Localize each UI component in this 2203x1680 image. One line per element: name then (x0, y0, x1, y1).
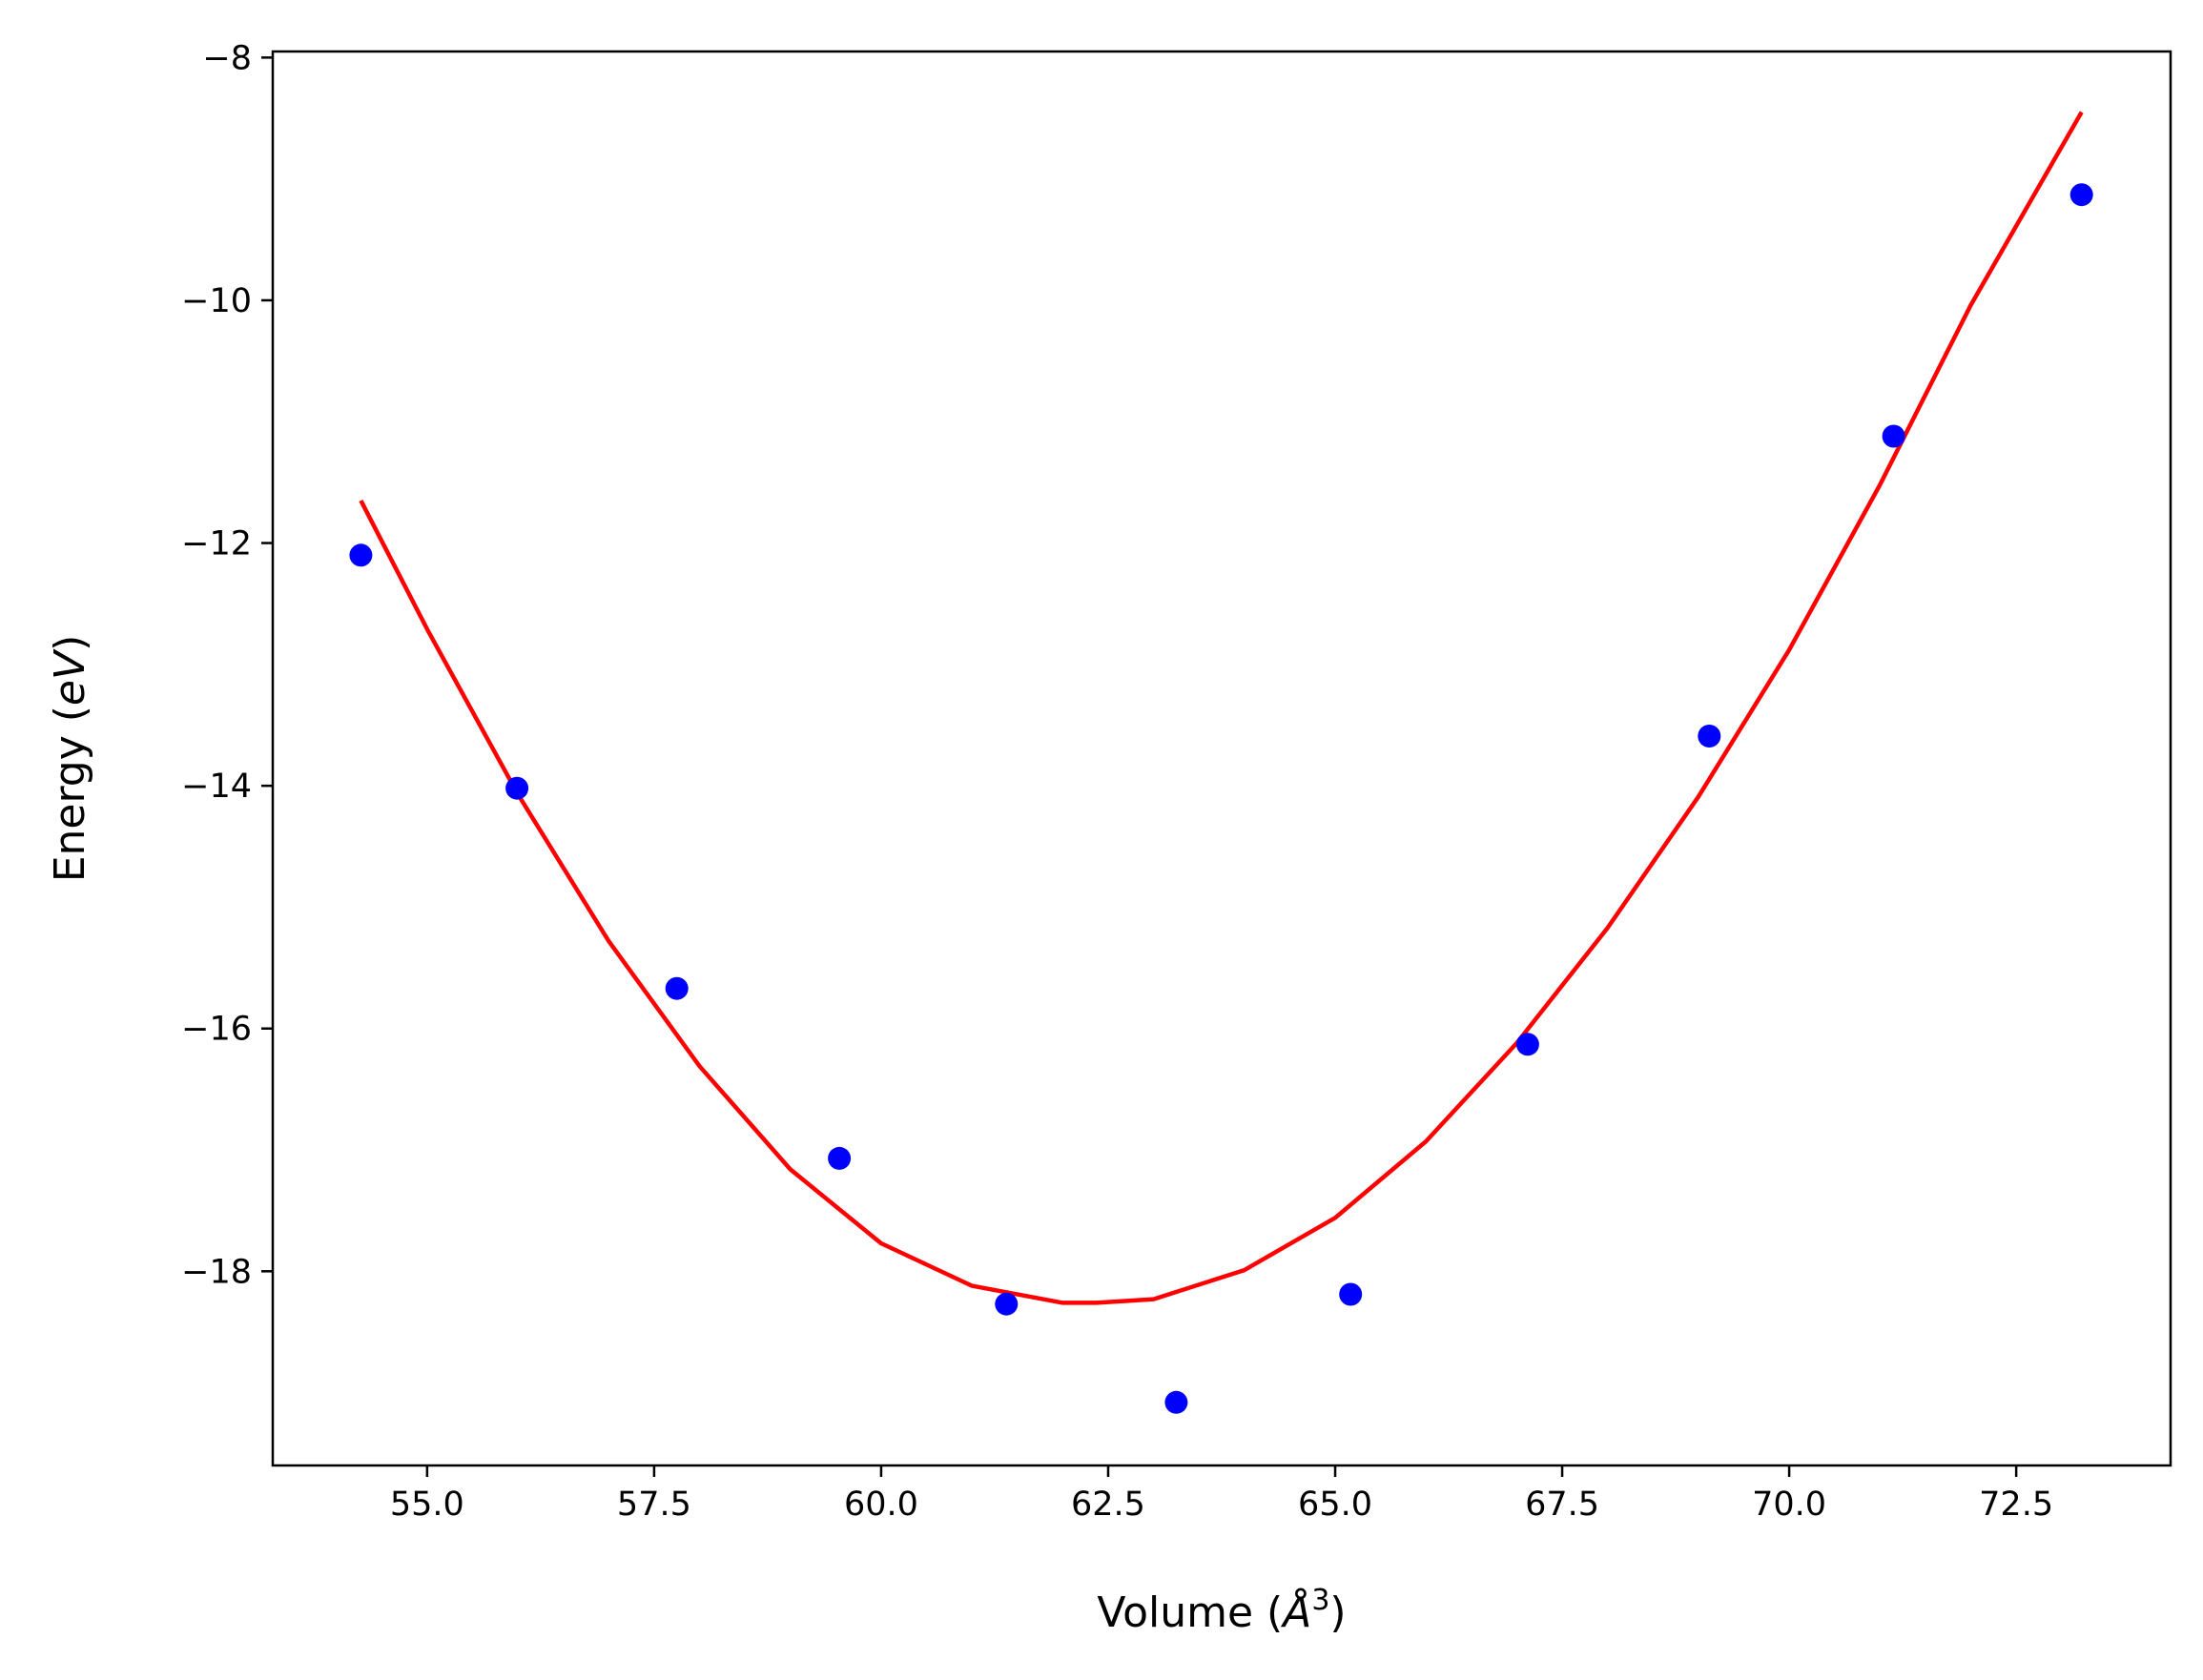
x-tick-label: 57.5 (617, 1485, 691, 1524)
x-tick-label: 62.5 (1071, 1485, 1145, 1524)
y-tick-label: −14 (181, 768, 252, 806)
y-tick-label: −8 (202, 39, 252, 77)
data-point (828, 1146, 852, 1170)
data-point (1339, 1282, 1363, 1306)
x-tick-label: 60.0 (844, 1485, 918, 1524)
x-axis-label: Volume (Å3) (1097, 1584, 1346, 1637)
axes-frame (271, 50, 2172, 1467)
y-tick-label: −16 (181, 1011, 252, 1049)
y-tick-label: −10 (181, 282, 252, 320)
data-point (2069, 183, 2093, 207)
y-tick-label: −12 (181, 525, 252, 563)
data-point (1515, 1033, 1539, 1056)
x-axis-ticks: 55.0 57.5 60.0 62.5 65.0 67.5 70.0 72.5 (390, 1465, 2053, 1524)
data-point (505, 776, 529, 800)
y-axis-ticks: −8 −10 −12 −14 −16 −18 (181, 39, 273, 1291)
data-point (1164, 1390, 1188, 1414)
data-point (1698, 725, 1721, 748)
plot-area (349, 111, 2093, 1414)
y-tick-label: −18 (181, 1253, 252, 1291)
x-tick-label: 72.5 (1979, 1485, 2053, 1524)
fit-curve-line (359, 111, 2084, 1305)
y-axis-label: Energy (eV) (46, 635, 94, 883)
x-tick-label: 67.5 (1525, 1485, 1599, 1524)
data-point (349, 543, 373, 567)
data-point (995, 1292, 1019, 1316)
x-tick-label: 55.0 (390, 1485, 464, 1524)
x-tick-label: 65.0 (1298, 1485, 1372, 1524)
data-point (1882, 424, 1905, 448)
data-point (665, 976, 689, 1000)
x-tick-label: 70.0 (1752, 1485, 1826, 1524)
